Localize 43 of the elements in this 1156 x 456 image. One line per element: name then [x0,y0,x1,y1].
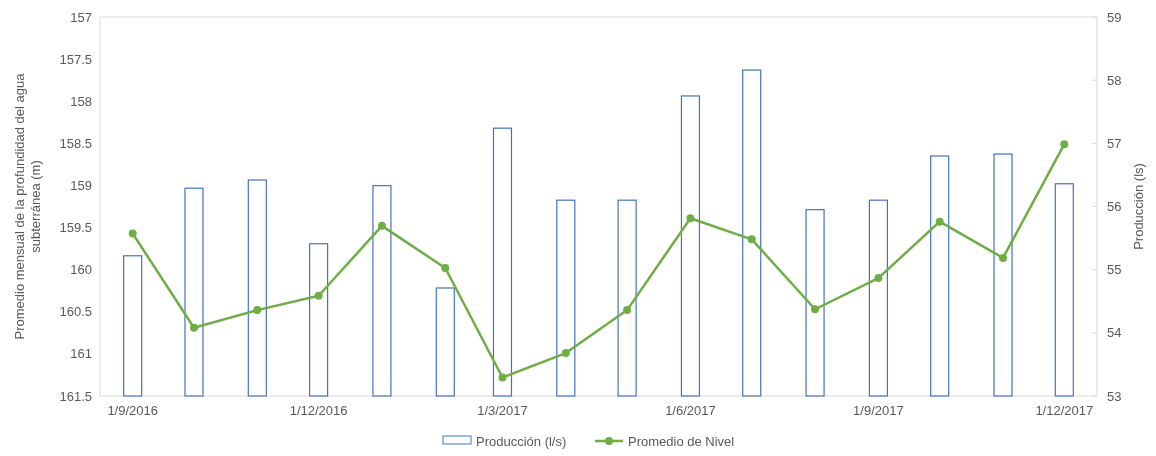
y2-tick-label: 55 [1107,262,1122,278]
point [811,305,820,314]
y-tick-label: 158 [70,93,92,109]
point [747,235,756,244]
point [623,306,632,315]
point [561,349,570,358]
y-tick-label: 158.5 [59,135,92,151]
legend-label: Promedio de Nivel [628,434,735,449]
y-tick-label: 159 [70,177,92,193]
y2-tick-label: 58 [1107,72,1122,88]
x-tick-label: 1/9/2016 [107,403,158,418]
point [253,306,262,315]
y-tick-label: 159.5 [59,220,92,236]
point [377,221,386,230]
y2-tick-label: 54 [1107,325,1122,341]
y-tick-label: 161.5 [59,388,92,404]
y2-tick-label: 57 [1107,135,1122,151]
point [441,263,450,272]
y-tick-label: 161 [70,346,92,362]
point [189,323,198,332]
x-tick-label: 1/12/2017 [1035,403,1094,418]
y-tick-label: 157 [70,9,92,25]
y-axis-title: Promedio mensual de la profundidad del agua subterránea (m) [12,72,43,340]
y-tick-label: 160.5 [59,304,92,320]
y2-tick-label: 53 [1107,388,1122,404]
point [314,291,323,300]
point [128,229,137,238]
point [1060,140,1069,149]
y2-axis-title: Producción (ls) [1131,163,1146,250]
x-tick-label: 1/9/2017 [853,403,904,418]
point [498,373,507,382]
y2-tick-label: 59 [1107,9,1122,25]
point [686,214,695,223]
x-tick-label: 1/3/2017 [477,403,528,418]
legend-label: Producción (l/s) [476,434,567,449]
point [999,253,1008,262]
y-tick-label: 160 [70,262,92,278]
x-tick-label: 1/12/2016 [289,403,348,418]
y-tick-label: 157.5 [59,51,92,67]
y2-tick-label: 56 [1107,199,1122,215]
x-tick-label: 1/6/2017 [665,403,716,418]
point [874,274,883,283]
point [935,217,944,226]
